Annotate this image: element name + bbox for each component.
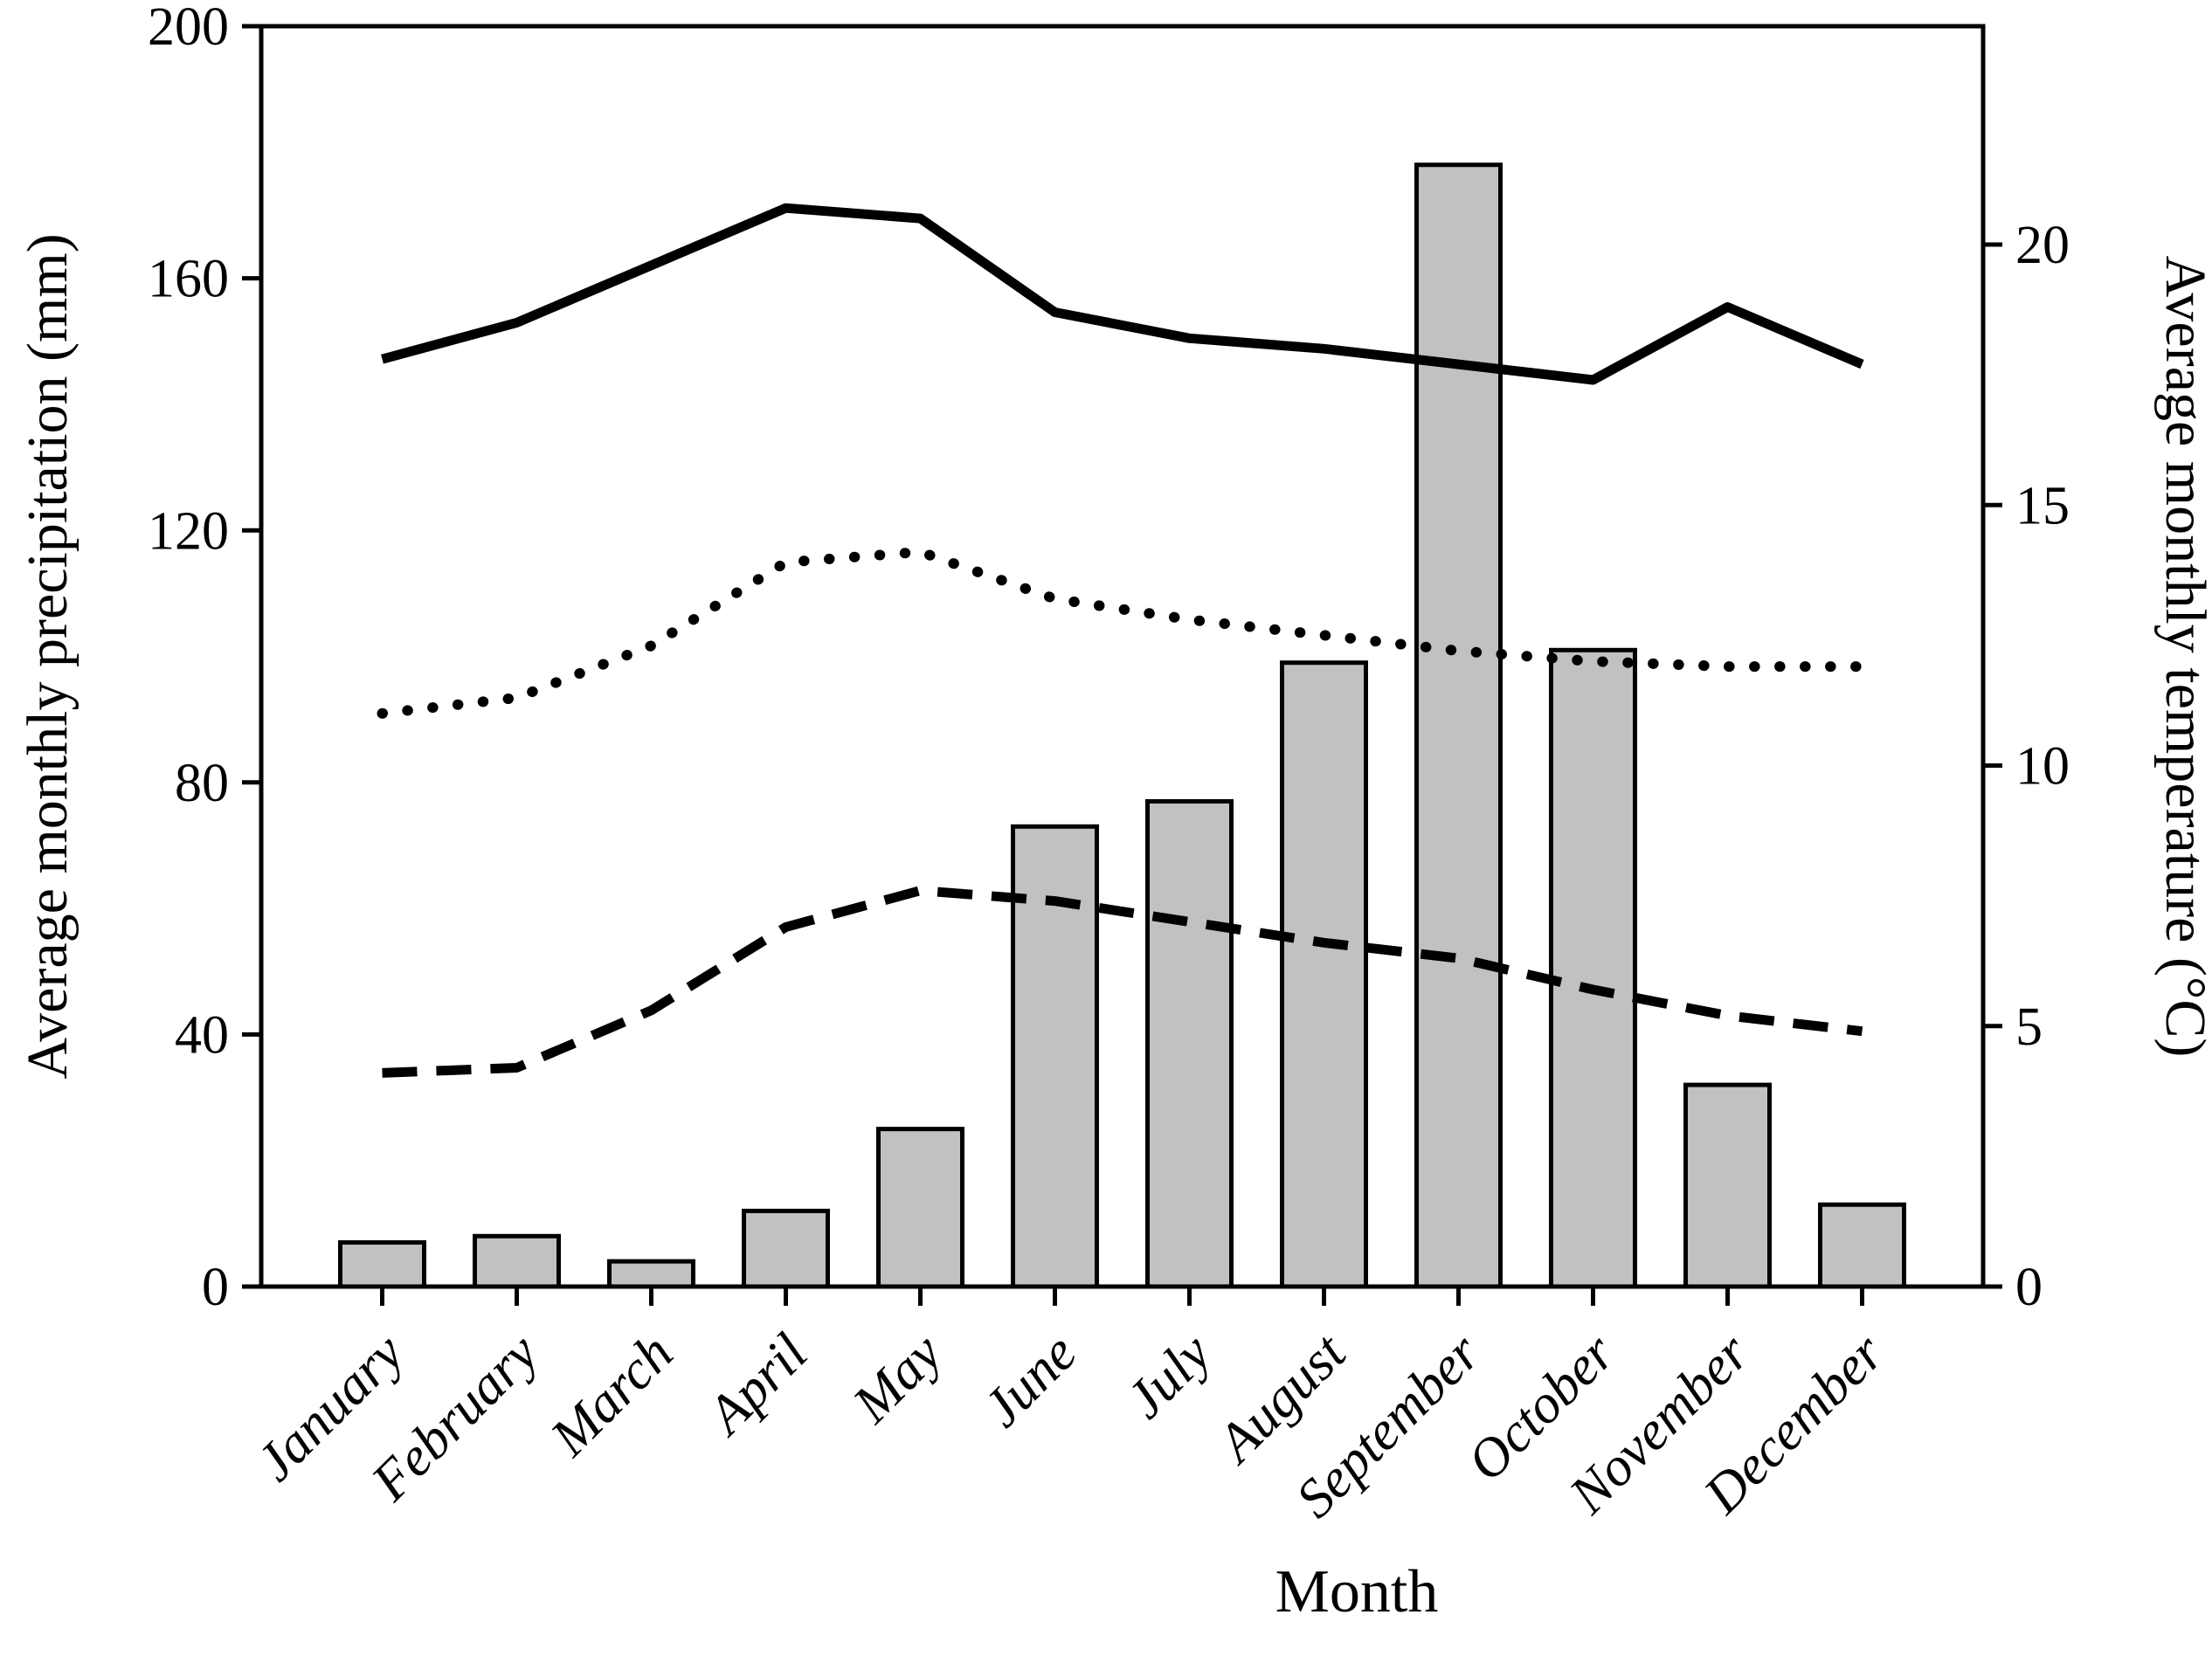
right-axis-tick-label: 0 [2015, 1258, 2043, 1317]
temperature-dashed-line [382, 886, 1863, 1078]
bar-april [742, 1208, 830, 1289]
bar-january [338, 1239, 426, 1289]
bar-may [876, 1127, 964, 1289]
temperature-dotted-line [377, 546, 1868, 719]
right-axis-tick-label: 20 [2015, 216, 2070, 275]
bar-november [1683, 1082, 1772, 1289]
bar-july [1145, 798, 1234, 1289]
month-tick-label: May [840, 1321, 953, 1434]
right-axis-tick-label: 10 [2015, 737, 2070, 797]
bar-september [1414, 162, 1503, 1289]
month-tick-label: June [971, 1321, 1089, 1439]
x-axis-title: Month [1275, 1558, 1439, 1625]
left-axis-tick-label: 160 [148, 250, 229, 309]
right-axis-tick-label: 15 [2015, 476, 2070, 535]
month-tick-label: March [538, 1321, 684, 1467]
left-axis-tick-label: 0 [202, 1258, 229, 1317]
left-axis-tick-label: 40 [175, 1005, 229, 1065]
left-axis-tick-label: 80 [175, 754, 229, 813]
right-axis-tick-label: 5 [2015, 997, 2043, 1057]
bar-august [1280, 660, 1368, 1289]
left-axis-tick-label: 200 [148, 0, 229, 57]
month-tick-label: July [1115, 1321, 1223, 1430]
left-axis-tick-label: 120 [148, 501, 229, 561]
bar-february [473, 1233, 561, 1289]
plot-box [259, 24, 1986, 1289]
bar-december [1818, 1202, 1906, 1289]
right-axis-title: Average monthly temperature (°C) [2153, 256, 2212, 1058]
left-axis-title: Average monthly precipitation (mm) [16, 233, 79, 1079]
bar-october [1549, 647, 1637, 1289]
month-tick-label: April [693, 1321, 819, 1447]
temperature-solid-line [381, 203, 1864, 385]
bar-march [607, 1259, 695, 1289]
